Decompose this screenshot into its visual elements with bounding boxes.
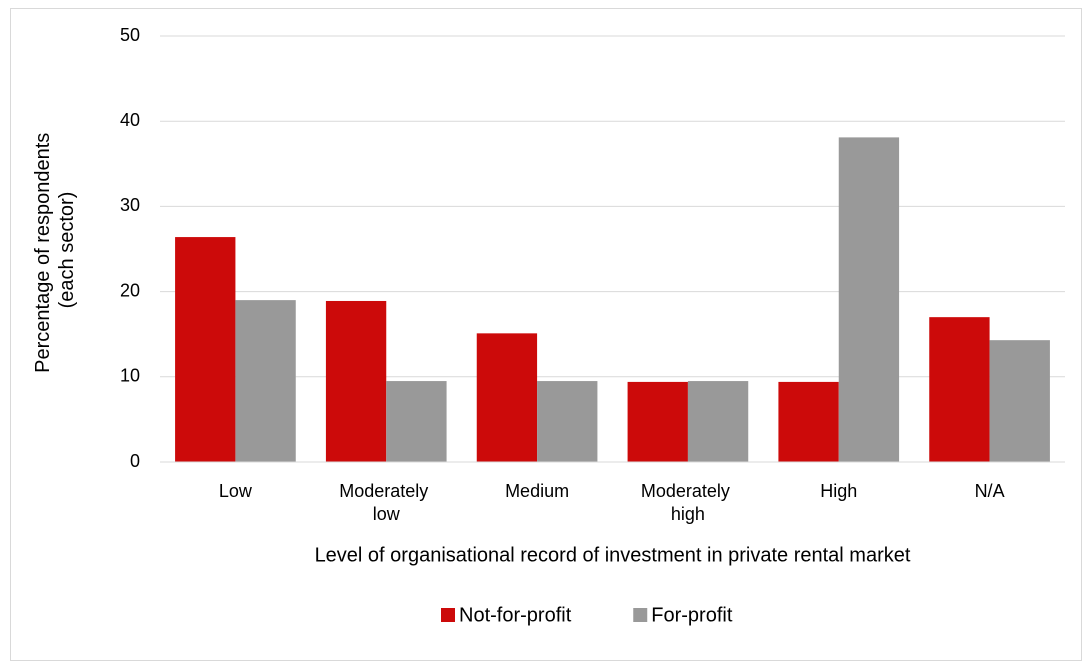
x-tick-label: High xyxy=(820,481,857,501)
legend-label: Not-for-profit xyxy=(459,604,572,626)
y-tick-label: 50 xyxy=(120,25,140,45)
x-tick-label: N/A xyxy=(975,481,1005,501)
y-tick-label: 20 xyxy=(120,280,140,300)
y-tick-label: 10 xyxy=(120,366,140,386)
bar xyxy=(537,381,598,462)
bar xyxy=(476,333,538,462)
x-tick-label: Low xyxy=(219,481,253,501)
bar xyxy=(687,381,749,462)
legend-swatch xyxy=(441,608,455,622)
bar xyxy=(386,381,447,462)
bar xyxy=(175,237,236,462)
y-axis-label: Percentage of respondents (each sector) xyxy=(32,127,78,373)
bar xyxy=(929,317,990,462)
x-tick-label: Moderately low xyxy=(339,481,433,524)
bar xyxy=(325,300,387,462)
legend: Not-for-profit For-profit xyxy=(441,604,733,626)
x-axis-label: Level of organisational record of invest… xyxy=(315,544,911,566)
bar xyxy=(627,381,688,462)
bar xyxy=(235,300,296,462)
y-tick-label: 0 xyxy=(130,451,140,471)
legend-label: For-profit xyxy=(651,604,733,626)
bar xyxy=(989,340,1050,462)
y-tick-label: 40 xyxy=(120,110,140,130)
x-tick-label: Moderately high xyxy=(641,481,735,524)
bar xyxy=(838,137,900,462)
bar xyxy=(778,381,839,462)
y-tick-label: 30 xyxy=(120,195,140,215)
x-tick-label: Medium xyxy=(505,481,569,501)
legend-swatch xyxy=(633,608,648,622)
